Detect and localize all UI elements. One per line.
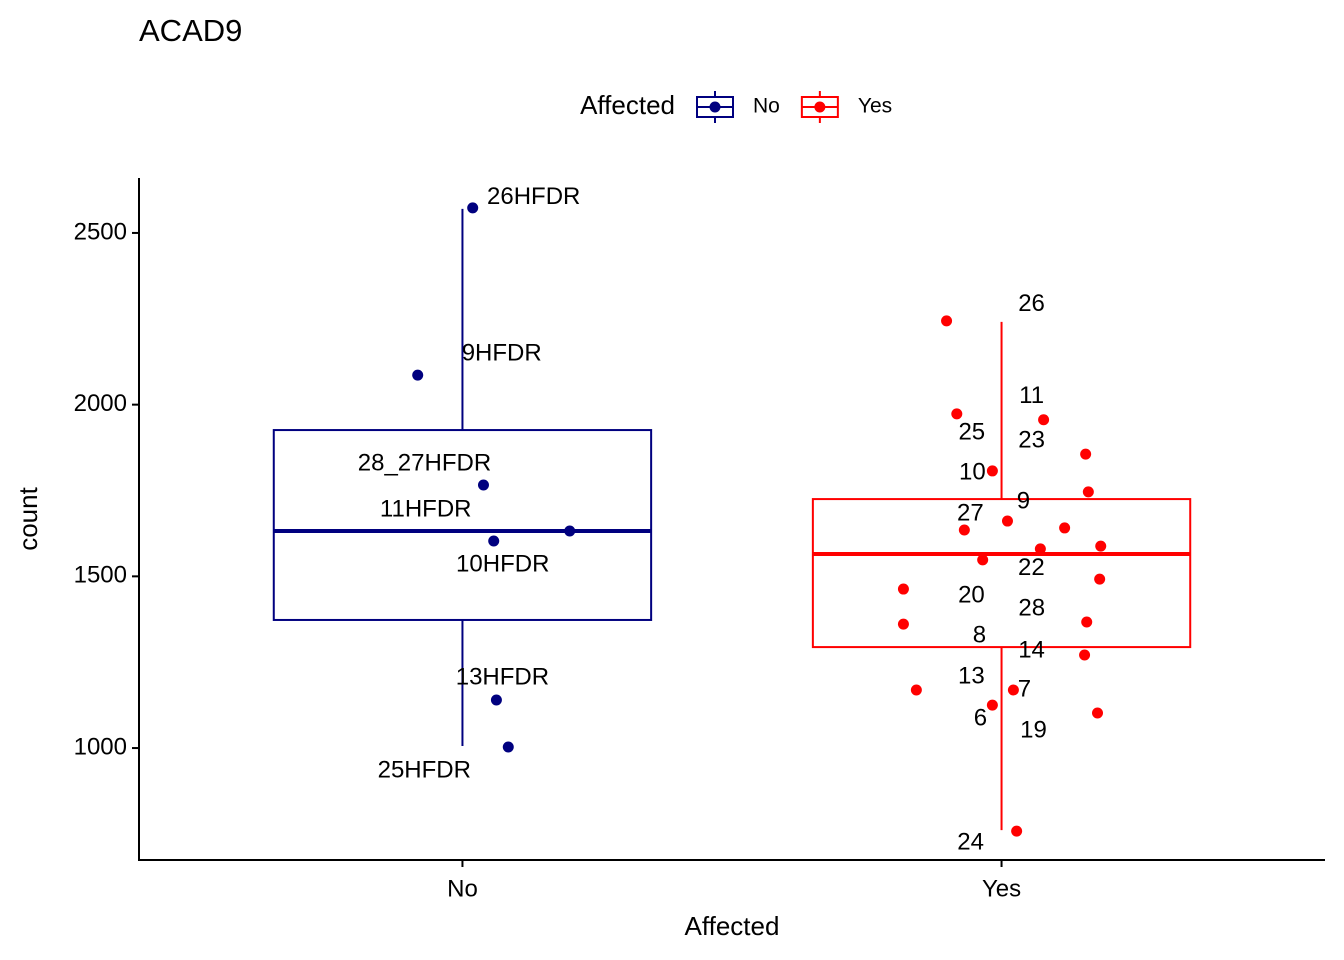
point bbox=[986, 465, 998, 477]
point bbox=[1082, 486, 1094, 498]
point-label: 26HFDR bbox=[487, 183, 580, 210]
point bbox=[910, 684, 922, 696]
point-label: 10 bbox=[959, 458, 986, 485]
point bbox=[490, 694, 502, 706]
y-tick-label: 2500 bbox=[74, 218, 127, 245]
point bbox=[477, 479, 489, 491]
point bbox=[1011, 825, 1023, 837]
point-label: 8 bbox=[973, 621, 986, 648]
legend-key-point bbox=[709, 101, 721, 113]
point-label: 27 bbox=[957, 499, 984, 526]
legend-label: No bbox=[753, 95, 780, 118]
point-label: 22 bbox=[1018, 554, 1045, 581]
x-tick-label: No bbox=[447, 875, 478, 902]
point bbox=[951, 408, 963, 420]
point-label: 25 bbox=[958, 418, 985, 445]
point-label: 9 bbox=[1017, 487, 1030, 514]
point-label: 23 bbox=[1018, 426, 1045, 453]
point bbox=[941, 315, 953, 327]
point bbox=[1059, 522, 1071, 534]
point bbox=[897, 618, 909, 630]
point bbox=[488, 535, 500, 547]
point bbox=[502, 741, 514, 753]
point bbox=[467, 202, 479, 214]
legend-title: Affected bbox=[580, 90, 675, 120]
point bbox=[1094, 573, 1106, 585]
point bbox=[1079, 649, 1091, 661]
point-label: 26 bbox=[1018, 290, 1045, 317]
chart-title: ACAD9 bbox=[139, 13, 242, 48]
point bbox=[412, 369, 424, 381]
point bbox=[1007, 684, 1019, 696]
point bbox=[1081, 616, 1093, 628]
point bbox=[986, 699, 998, 711]
point-label: 11HFDR bbox=[380, 495, 472, 522]
point bbox=[1095, 540, 1107, 552]
point bbox=[977, 554, 989, 566]
y-tick-label: 2000 bbox=[74, 390, 127, 417]
point-label: 24 bbox=[957, 828, 984, 855]
point bbox=[897, 583, 909, 595]
y-axis-title: count bbox=[13, 486, 43, 550]
y-tick-label: 1000 bbox=[74, 733, 127, 760]
point-label: 13 bbox=[958, 662, 985, 689]
point-label: 14 bbox=[1018, 636, 1045, 663]
point bbox=[564, 525, 576, 537]
point-label: 28_27HFDR bbox=[358, 449, 491, 476]
point-label: 20 bbox=[958, 581, 985, 608]
point-label: 6 bbox=[974, 704, 987, 731]
box bbox=[272, 429, 653, 621]
point-label: 13HFDR bbox=[456, 663, 549, 690]
point-label: 19 bbox=[1020, 716, 1047, 743]
legend-key-point bbox=[814, 101, 826, 113]
point-label: 9HFDR bbox=[462, 339, 542, 366]
x-tick-label: Yes bbox=[982, 875, 1021, 902]
point bbox=[1092, 707, 1104, 719]
point bbox=[1034, 543, 1046, 555]
point bbox=[1001, 515, 1013, 527]
legend-label: Yes bbox=[858, 95, 892, 118]
y-tick-label: 1500 bbox=[74, 562, 127, 589]
point-label: 28 bbox=[1018, 594, 1045, 621]
box bbox=[811, 498, 1192, 649]
point bbox=[1038, 414, 1050, 426]
point-label: 11 bbox=[1019, 382, 1044, 409]
point-label: 10HFDR bbox=[456, 550, 549, 577]
point-label: 7 bbox=[1018, 675, 1031, 702]
x-axis-title: Affected bbox=[685, 911, 780, 941]
point-label: 25HFDR bbox=[378, 756, 471, 783]
point bbox=[1080, 448, 1092, 460]
point bbox=[958, 524, 970, 536]
